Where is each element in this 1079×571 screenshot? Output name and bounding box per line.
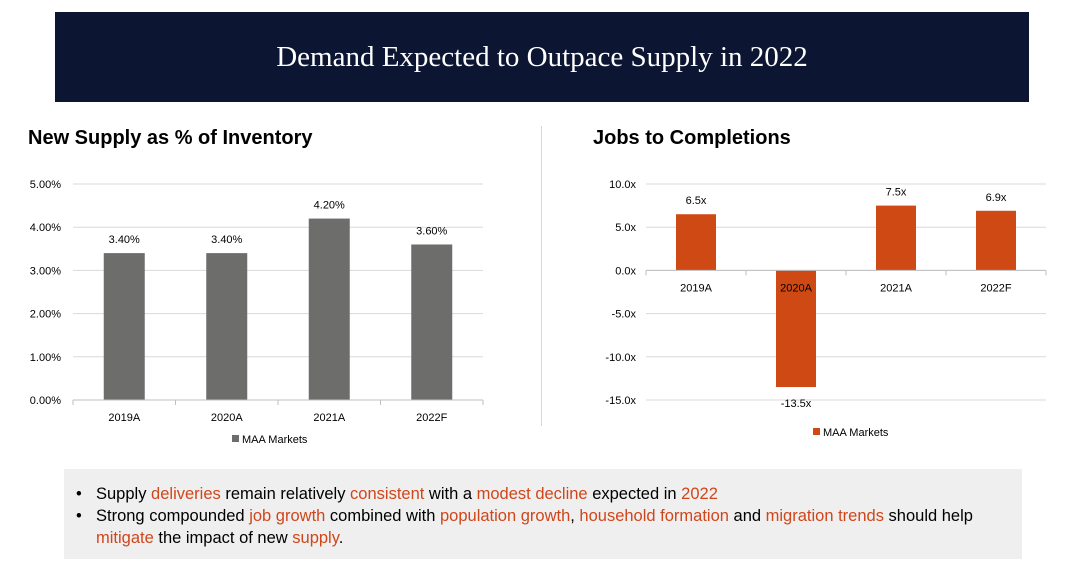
x-tick-label: 2019A bbox=[108, 412, 140, 424]
bar bbox=[206, 253, 248, 400]
y-tick-label: -10.0x bbox=[605, 352, 636, 364]
y-tick-label: 5.0x bbox=[615, 222, 636, 234]
bullet-item: Supply deliveries remain relatively cons… bbox=[74, 483, 1002, 505]
supply-bar-chart: 0.00% 1.00% 2.00% 3.00% 4.00% 5.00% 2019A 3.40%… bbox=[30, 179, 484, 446]
x-tick-label: 2020A bbox=[211, 412, 243, 424]
chart-divider bbox=[541, 126, 542, 426]
legend-swatch bbox=[232, 435, 239, 442]
bullet-panel: Supply deliveries remain relatively cons… bbox=[64, 469, 1022, 559]
supply-chart-title: New Supply as % of Inventory bbox=[28, 127, 313, 149]
legend-swatch bbox=[813, 428, 820, 435]
bar bbox=[676, 214, 716, 271]
x-tick-label: 2019A bbox=[680, 282, 712, 294]
highlight-text: job growth bbox=[249, 507, 326, 525]
data-label: 6.5x bbox=[686, 195, 707, 207]
data-label: 7.5x bbox=[886, 187, 907, 199]
highlight-text: deliveries bbox=[151, 485, 221, 503]
bullet-text: expected in bbox=[587, 485, 682, 503]
highlight-text: consistent bbox=[350, 485, 425, 503]
x-tick-label: 2021A bbox=[880, 282, 912, 294]
highlight-text: 2022 bbox=[681, 485, 718, 503]
data-label: 3.40% bbox=[211, 234, 242, 246]
y-tick-label: -15.0x bbox=[605, 395, 636, 407]
legend: MAA Markets bbox=[232, 434, 308, 446]
bar bbox=[411, 244, 453, 400]
bullet-text: Supply bbox=[96, 485, 152, 503]
y-tick-label: 4.00% bbox=[30, 222, 61, 234]
y-tick-label: 10.0x bbox=[609, 179, 636, 191]
data-label: -13.5x bbox=[781, 398, 812, 410]
y-tick-label: -5.0x bbox=[612, 309, 637, 321]
highlight-text: population growth bbox=[439, 507, 571, 525]
jobs-chart-title: Jobs to Completions bbox=[593, 127, 791, 149]
legend: MAA Markets bbox=[813, 427, 889, 439]
x-tick-label: 2020A bbox=[780, 282, 812, 294]
data-label: 6.9x bbox=[986, 192, 1007, 204]
bar bbox=[103, 253, 145, 400]
bullet-text: combined with bbox=[325, 507, 440, 525]
bullet-list: Supply deliveries remain relatively cons… bbox=[74, 483, 1002, 549]
data-label: 3.60% bbox=[416, 225, 447, 237]
bar bbox=[876, 205, 916, 271]
highlight-text: supply bbox=[292, 529, 339, 547]
data-label: 3.40% bbox=[109, 234, 140, 246]
highlight-text: migration trends bbox=[765, 507, 884, 525]
header-band: Demand Expected to Outpace Supply in 202… bbox=[55, 12, 1029, 102]
data-label: 4.20% bbox=[314, 200, 345, 212]
bar bbox=[976, 210, 1016, 271]
y-tick-label: 0.00% bbox=[30, 395, 61, 407]
bullet-item: Strong compounded job growth combined wi… bbox=[74, 505, 1002, 549]
bar bbox=[776, 270, 816, 388]
bar bbox=[308, 218, 350, 400]
bullet-text: , bbox=[570, 507, 580, 525]
bullet-text: the impact of new bbox=[153, 529, 293, 547]
y-tick-label: 0.0x bbox=[615, 265, 636, 277]
legend-label: MAA Markets bbox=[823, 427, 889, 439]
y-tick-label: 5.00% bbox=[30, 179, 61, 191]
page-title: Demand Expected to Outpace Supply in 202… bbox=[276, 40, 808, 73]
y-tick-label: 2.00% bbox=[30, 309, 61, 321]
bullet-text: Strong compounded bbox=[96, 507, 250, 525]
bullet-text: should help bbox=[883, 507, 973, 525]
highlight-text: mitigate bbox=[96, 529, 154, 547]
bullet-text: remain relatively bbox=[220, 485, 351, 503]
y-tick-label: 3.00% bbox=[30, 265, 61, 277]
bullet-text: with a bbox=[424, 485, 477, 503]
bullet-text: and bbox=[728, 507, 766, 525]
highlight-text: household formation bbox=[579, 507, 729, 525]
jobs-bar-chart: -15.0x -10.0x -5.0x 0.0x 5.0x 10.0x 2019A 6.5x 2… bbox=[605, 179, 1047, 439]
x-tick-label: 2022F bbox=[416, 412, 447, 424]
legend-label: MAA Markets bbox=[242, 434, 308, 446]
x-tick-label: 2022F bbox=[980, 282, 1011, 294]
highlight-text: modest decline bbox=[476, 485, 588, 503]
x-tick-label: 2021A bbox=[313, 412, 345, 424]
bullet-text: . bbox=[338, 529, 344, 547]
y-tick-label: 1.00% bbox=[30, 352, 61, 364]
